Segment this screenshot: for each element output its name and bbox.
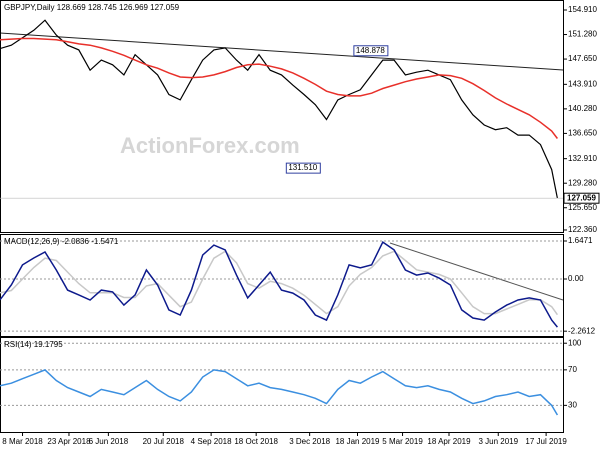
x-tick-label: 17 Jul 2019: [525, 437, 567, 446]
x-tick-label: 3 Jun 2019: [478, 437, 518, 446]
x-tick-label: 18 Jan 2019: [335, 437, 380, 446]
series-line: [0, 240, 558, 328]
annotation-label: 148.878: [356, 46, 385, 55]
series-line: [0, 250, 559, 316]
x-tick-label: 4 Sep 2018: [191, 437, 232, 446]
x-tick-label: 5 Mar 2019: [382, 437, 423, 446]
panel-title: MACD(12,26,9) -2.0836 -1.5471: [4, 237, 119, 246]
price-label: 127.059: [567, 193, 596, 202]
y-tick-label: 100: [568, 338, 582, 347]
y-tick-label: -2.2612: [568, 326, 596, 335]
y-tick-label: 1.6471: [568, 236, 593, 245]
x-tick-label: 8 Mar 2018: [2, 437, 43, 446]
annotation-box: [285, 162, 321, 174]
y-tick-label: 136.650: [568, 129, 597, 138]
trend-line: [0, 32, 564, 71]
y-tick-label: 70: [568, 365, 577, 374]
y-tick-label: 151.280: [568, 30, 597, 39]
panel-title: GBPJPY,Daily 128.669 128.745 126.969 127…: [4, 3, 180, 12]
y-tick-label: 140.280: [568, 104, 597, 113]
watermark: ActionForex.com: [120, 133, 300, 158]
y-tick-label: 143.910: [568, 79, 597, 88]
panel-title: RSI(14) 19.1795: [4, 340, 63, 349]
y-tick-label: 147.650: [568, 54, 597, 63]
y-tick-label: 154.910: [568, 5, 597, 14]
series-line: [0, 19, 558, 199]
x-tick-label: 18 Oct 2018: [234, 437, 278, 446]
y-tick-label: 122.360: [568, 225, 597, 234]
y-tick-label: 129.280: [568, 178, 597, 187]
panel-frame: [0, 234, 564, 337]
x-tick-label: 23 Apr 2018: [47, 437, 91, 446]
x-tick-label: 18 Apr 2019: [427, 437, 471, 446]
y-tick-label: 132.910: [568, 154, 597, 163]
annotation-label: 131.510: [288, 163, 317, 172]
y-tick-label: 125.650: [568, 203, 597, 212]
series-line: [0, 37, 558, 139]
x-tick-label: 3 Dec 2018: [289, 437, 330, 446]
x-tick-label: 20 Jul 2018: [143, 437, 185, 446]
price-box: [563, 192, 600, 204]
panel-frame: [0, 0, 564, 233]
series-line: [0, 369, 559, 416]
y-tick-label: 30: [568, 400, 577, 409]
x-tick-label: 6 Jun 2018: [89, 437, 129, 446]
trend-line: [389, 242, 564, 301]
y-tick-label: 0.00: [568, 274, 584, 283]
annotation-box: [353, 45, 389, 57]
